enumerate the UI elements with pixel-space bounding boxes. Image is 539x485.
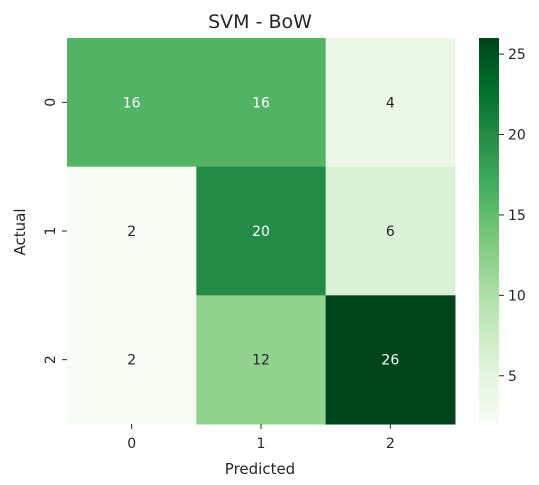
colorbar-tick-label: 15 [508,208,526,224]
y-tick-label: 2 [43,355,59,364]
cell-value-label: 16 [252,95,270,111]
y-tick-label: 1 [43,227,59,236]
cell-labels: 16 16 4 2 20 6 2 12 26 [123,95,400,368]
y-axis-label: Actual [11,209,29,256]
colorbar [479,38,499,424]
cell-value-label: 16 [123,95,141,111]
cell-value-label: 6 [386,224,395,240]
x-tick-label: 1 [257,436,266,452]
x-axis-label: Predicted [225,460,295,478]
heatmap-cells [67,38,456,425]
cell-value-label: 20 [252,224,270,240]
cell-value-label: 4 [386,95,395,111]
heatmap-cell-r1-c2 [325,166,456,296]
cell-value-label: 2 [127,353,136,369]
x-tick-label: 2 [386,436,395,452]
colorbar-ticks: 5 10 15 20 25 [499,47,526,385]
colorbar-tick-label: 20 [508,128,526,144]
x-tick-label: 0 [127,436,136,452]
heatmap-cell-r0-c1 [196,38,327,168]
heatmap-cell-r1-c0 [67,166,197,296]
colorbar-tick-label: 25 [508,47,526,63]
heatmap-cell-r2-c1 [196,295,327,425]
y-tick-label: 0 [43,98,59,107]
cell-value-label: 26 [381,353,399,369]
y-axis-ticks: 0 1 2 [43,98,67,364]
chart-title: SVM - BoW [208,11,312,33]
heatmap-cell-r2-c0 [67,295,197,425]
colorbar-tick-label: 10 [508,288,526,304]
cell-value-label: 12 [252,353,270,369]
heatmap-cell-r2-c2 [325,295,456,425]
x-axis-ticks: 0 1 2 [127,424,395,452]
heatmap-cell-r0-c2 [325,38,456,168]
colorbar-tick-label: 5 [508,369,517,385]
heatmap-cell-r0-c0 [67,38,197,168]
cell-value-label: 2 [127,224,136,240]
heatmap-cell-r1-c1 [196,166,327,296]
